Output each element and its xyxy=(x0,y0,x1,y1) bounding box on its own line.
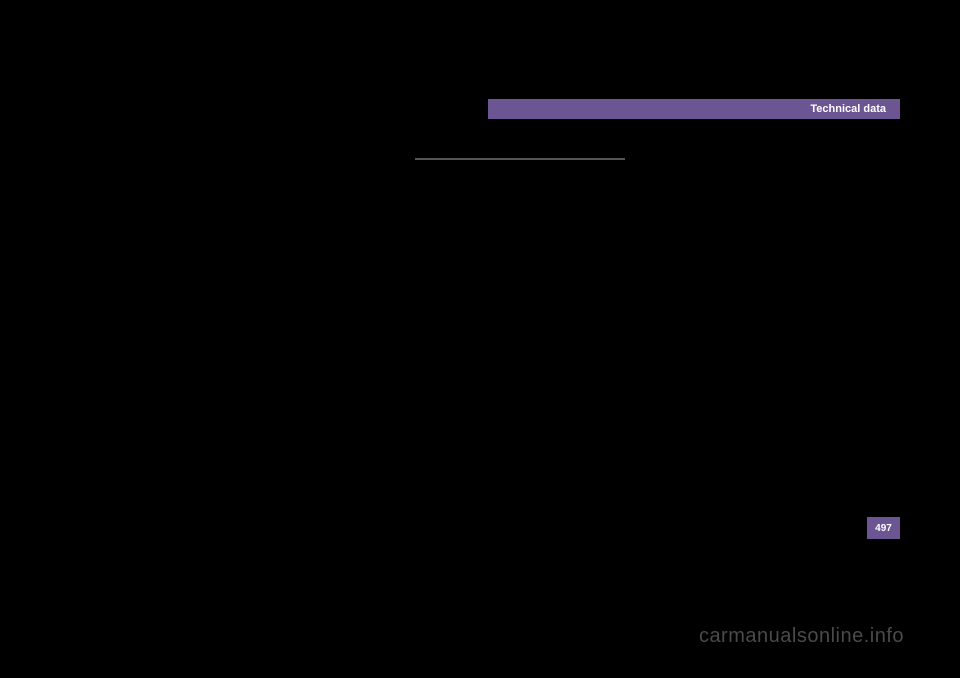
page-number-badge: 497 xyxy=(867,517,900,539)
horizontal-divider xyxy=(415,158,625,160)
section-title: Technical data xyxy=(810,103,886,115)
section-header-bar: Technical data xyxy=(488,99,900,119)
page-number: 497 xyxy=(875,523,892,534)
watermark-text: carmanualsonline.info xyxy=(699,625,904,648)
